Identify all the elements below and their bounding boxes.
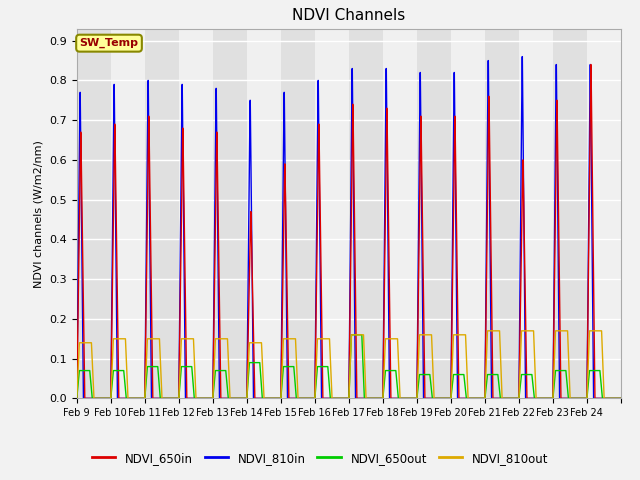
Legend: NDVI_650in, NDVI_810in, NDVI_650out, NDVI_810out: NDVI_650in, NDVI_810in, NDVI_650out, NDV…: [87, 447, 553, 469]
Bar: [247, 29, 281, 398]
Bar: [587, 29, 621, 398]
Bar: [179, 29, 212, 398]
Y-axis label: NDVI channels (W/m2/nm): NDVI channels (W/m2/nm): [34, 140, 44, 288]
Bar: [383, 29, 417, 398]
Bar: [485, 29, 519, 398]
Title: NDVI Channels: NDVI Channels: [292, 9, 405, 24]
Bar: [212, 29, 247, 398]
Bar: [349, 29, 383, 398]
Bar: [451, 29, 485, 398]
Bar: [281, 29, 315, 398]
Bar: [145, 29, 179, 398]
Bar: [417, 29, 451, 398]
Bar: [77, 29, 111, 398]
Text: SW_Temp: SW_Temp: [79, 38, 138, 48]
Bar: [553, 29, 587, 398]
Bar: [111, 29, 145, 398]
Bar: [519, 29, 553, 398]
Bar: [315, 29, 349, 398]
